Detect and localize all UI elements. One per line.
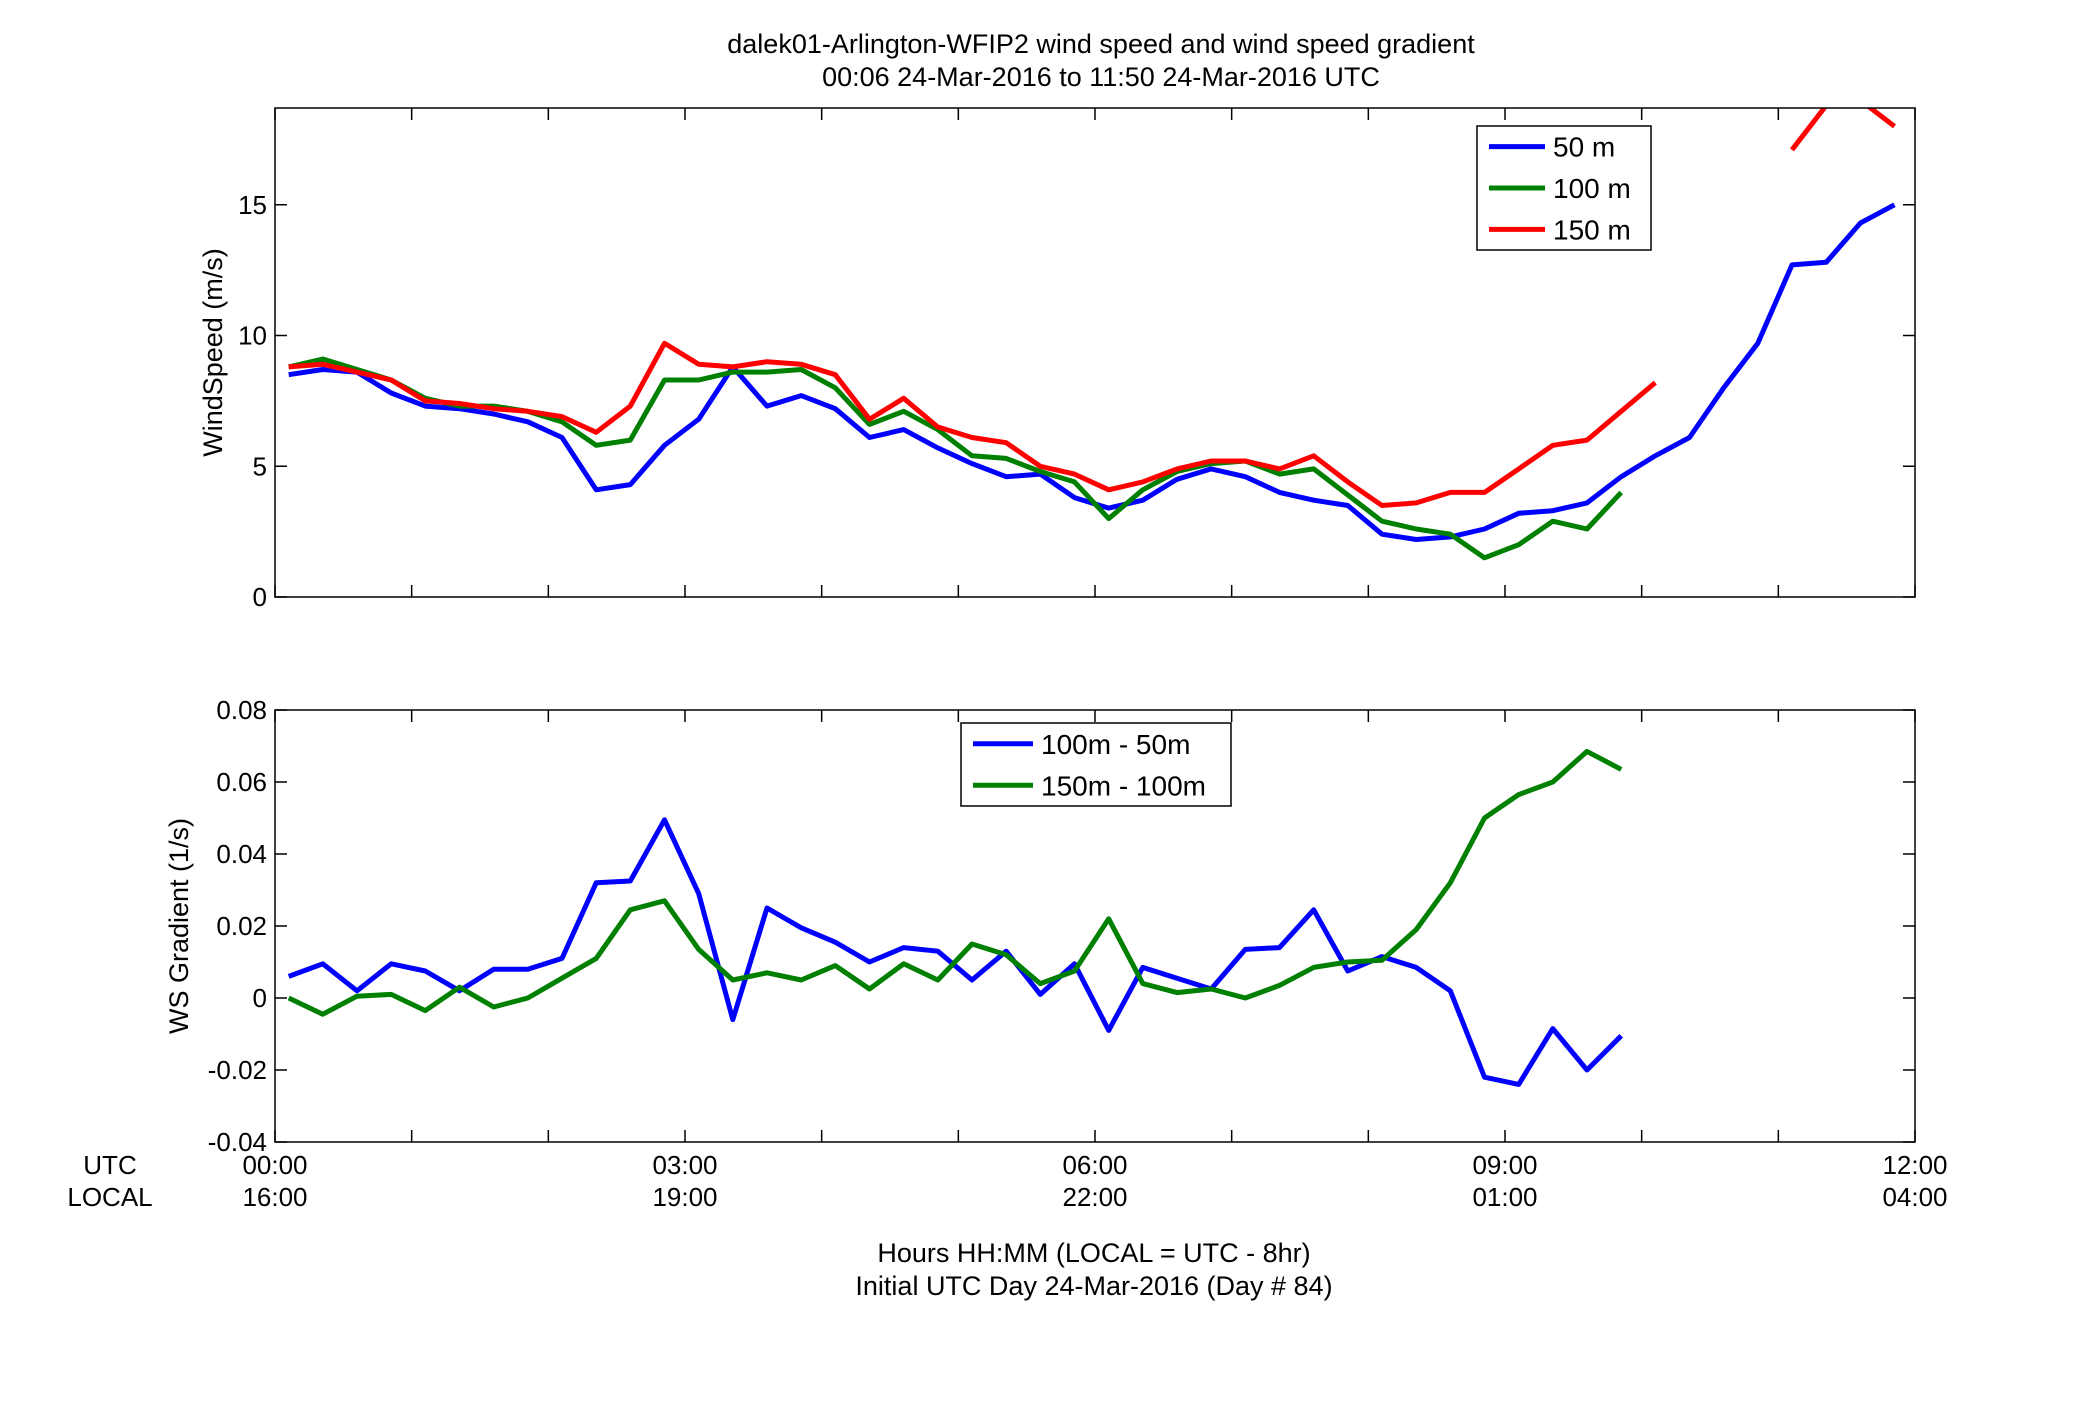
y-tick-label: 5: [253, 451, 267, 481]
series-lines: [288, 108, 1897, 561]
chart-title-line2: 00:06 24-Mar-2016 to 11:50 24-Mar-2016 U…: [822, 62, 1380, 92]
y-tick-label: -0.02: [208, 1055, 267, 1085]
x-tick-label-utc: 12:00: [1882, 1150, 1947, 1180]
gradient-panel: -0.04 -0.02 0 0.02 0.04 0.06 0.08 WS Gradient (…: [164, 695, 1916, 1157]
windspeed-panel: 0 5 10 15 WindSpeed (m/s) 50 m 100 m 150 m: [198, 107, 1916, 612]
y-tick-label: 0.02: [216, 911, 267, 941]
x-tick-label-utc: 06:00: [1062, 1150, 1127, 1180]
legend-entry-label: 50 m: [1553, 132, 1615, 163]
x-axis-label-line2: Initial UTC Day 24-Mar-2016 (Day # 84): [855, 1271, 1332, 1301]
series-lines: [287, 748, 1623, 1087]
legend-box: [960, 722, 1232, 807]
x-tick-label-local: 01:00: [1472, 1182, 1537, 1212]
y-axis-label: WindSpeed (m/s): [198, 248, 228, 457]
row-label-utc: UTC: [83, 1150, 136, 1180]
y-tick-label: 15: [238, 190, 267, 220]
x-tick-label-local: 19:00: [652, 1182, 717, 1212]
y-tick-label: 0: [253, 582, 267, 612]
row-label-local: LOCAL: [67, 1182, 152, 1212]
chart-title-line1: dalek01-Arlington-WFIP2 wind speed and w…: [727, 29, 1475, 59]
x-tick-label-utc: 09:00: [1472, 1150, 1537, 1180]
y-tick-label: 0: [253, 983, 267, 1013]
legend-entry-label: 100 m: [1553, 173, 1631, 204]
legend: 50 m 100 m 150 m: [1476, 125, 1652, 251]
y-tick-label: 10: [238, 321, 267, 351]
x-tick-label-utc: 03:00: [652, 1150, 717, 1180]
x-tick-label-local: 04:00: [1882, 1182, 1947, 1212]
series-line-1: [287, 748, 1623, 1017]
x-axis-label-line1: Hours HH:MM (LOCAL = UTC - 8hr): [877, 1238, 1310, 1268]
legend-entry-label: 150m - 100m: [1041, 770, 1206, 801]
legend-entry-label: 100m - 50m: [1041, 729, 1190, 760]
y-tick-label: 0.06: [216, 767, 267, 797]
y-tick-label: -0.04: [208, 1127, 267, 1157]
y-tick-label: 0.04: [216, 839, 267, 869]
legend-entry-label: 150 m: [1553, 214, 1631, 245]
x-tick-label-local: 22:00: [1062, 1182, 1127, 1212]
x-tick-label-local: 16:00: [242, 1182, 307, 1212]
legend: 100m - 50m 150m - 100m: [960, 722, 1232, 807]
y-axis-label: WS Gradient (1/s): [164, 818, 194, 1034]
x-tick-label-utc: 00:00: [242, 1150, 307, 1180]
series-line-2: [288, 108, 1897, 508]
y-tick-label: 0.08: [216, 695, 267, 725]
